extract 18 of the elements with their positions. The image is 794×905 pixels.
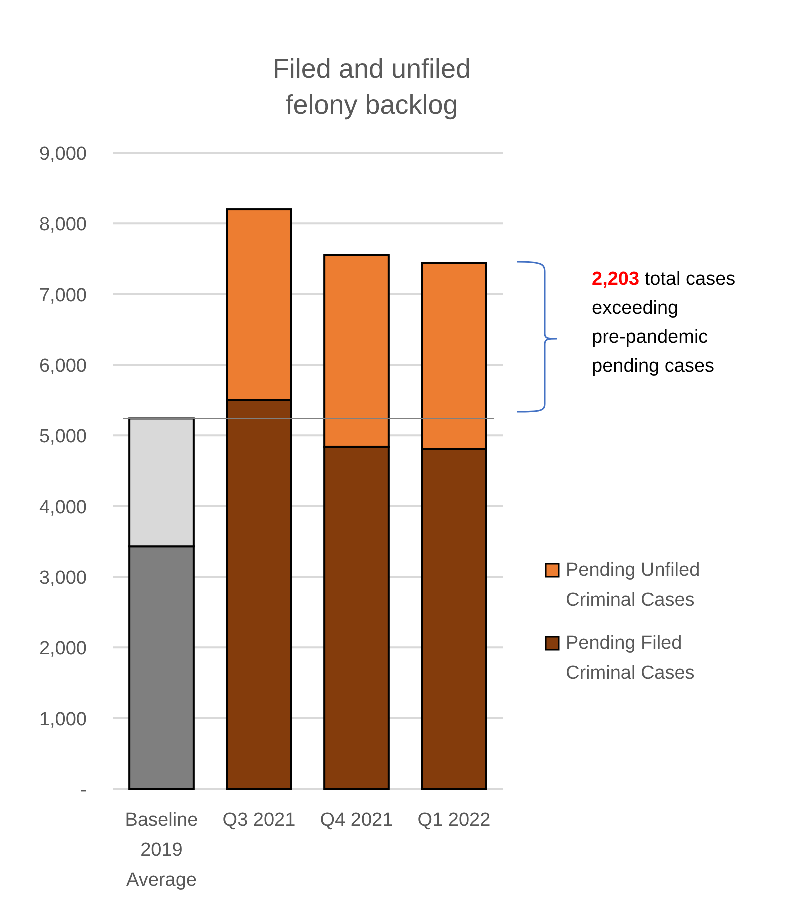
y-tick-label: 8,000 bbox=[39, 214, 87, 236]
chart-title: Filed and unfiled felony backlog bbox=[272, 54, 472, 120]
legend-label: Pending Unfiled Criminal Cases bbox=[566, 560, 700, 611]
y-tick-label: 9,000 bbox=[39, 144, 87, 165]
y-tick-label: 2,000 bbox=[39, 638, 87, 660]
y-tick-label: - bbox=[80, 780, 87, 801]
y-tick-label: 6,000 bbox=[39, 356, 87, 377]
legend-label: Pending Filed Criminal Cases bbox=[566, 633, 695, 684]
y-tick-label: 3,000 bbox=[39, 568, 87, 589]
text: 2,203 total cases exceeding pre-pandemic pending cases bbox=[592, 269, 736, 377]
y-tick-label: 5,000 bbox=[39, 426, 87, 448]
x-tick-label: Q4 2021 bbox=[320, 810, 394, 831]
x-tick-label: Baseline 2019 Average bbox=[125, 810, 198, 891]
y-tick-label: 4,000 bbox=[39, 497, 87, 518]
x-tick-label: Q3 2021 bbox=[222, 810, 296, 831]
x-tick-label: Q1 2022 bbox=[418, 810, 491, 831]
y-tick-label: 1,000 bbox=[39, 709, 87, 730]
y-tick-label: 7,000 bbox=[39, 285, 87, 306]
